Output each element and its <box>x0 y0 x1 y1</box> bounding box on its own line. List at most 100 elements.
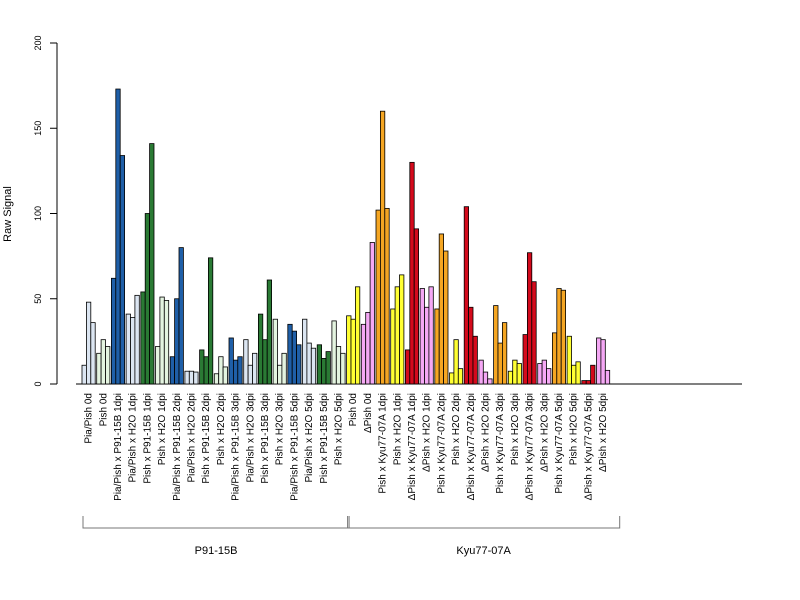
bar <box>134 294 140 385</box>
bar <box>501 322 508 385</box>
category-label: Pish x P91-15B 5dpi <box>319 393 330 484</box>
category-label: Pish x Kyu77-07A 1dpi <box>378 393 389 494</box>
group-label: P91-15B <box>195 545 238 557</box>
category-label: Pia/Pish x H2O 2dpi <box>187 393 198 483</box>
bar <box>443 250 449 385</box>
bar <box>335 346 342 385</box>
bar <box>453 339 459 385</box>
bar <box>354 286 361 385</box>
bar <box>413 228 420 385</box>
bar <box>228 337 234 385</box>
bar <box>243 339 249 385</box>
category-label: Pish x H2O 1dpi <box>157 393 168 465</box>
bar <box>218 356 224 385</box>
bar <box>262 339 268 385</box>
category-label: Pia/Pish x P91-15B 1dpi <box>113 393 124 501</box>
bar <box>232 359 239 385</box>
bar <box>516 363 522 385</box>
category-label: Pia/Pish x H2O 5dpi <box>304 393 315 483</box>
bar <box>369 242 375 385</box>
category-label: Pish x P91-15B 1dpi <box>142 393 153 484</box>
bar <box>507 370 514 385</box>
bar <box>174 298 180 385</box>
bar <box>604 369 611 385</box>
category-label: Pish x P91-15B 3dpi <box>260 393 271 484</box>
bar <box>193 371 199 385</box>
bar <box>272 318 278 385</box>
bar <box>434 308 440 385</box>
bars <box>81 88 611 385</box>
bar <box>590 364 596 385</box>
bar <box>140 291 146 385</box>
bar <box>585 380 592 385</box>
bar <box>575 361 581 385</box>
bar <box>560 289 567 385</box>
y-tick-label: 150 <box>33 121 43 136</box>
category-label: Pia/Pish x P91-15B 5dpi <box>289 393 300 501</box>
y-axis-title: Raw Signal <box>2 186 14 242</box>
bar <box>266 279 273 385</box>
bar <box>149 143 155 385</box>
bar <box>449 372 455 385</box>
bar <box>379 110 386 385</box>
category-label: Pia/Pish x P91-15B 2dpi <box>172 393 183 501</box>
bar <box>531 281 537 385</box>
bar <box>163 300 170 385</box>
bar <box>428 286 434 385</box>
category-label: Pish x H2O 2dpi <box>451 393 462 465</box>
category-label: ΔPish x H2O 1dpi <box>422 393 433 472</box>
bar <box>188 370 195 385</box>
bar <box>457 368 464 385</box>
category-label: Pish x Kyu77-07A 5dpi <box>554 393 565 494</box>
category-label: Pish x H2O 3dpi <box>510 393 521 465</box>
bar <box>287 323 293 385</box>
bar <box>566 335 572 385</box>
bar <box>119 155 125 385</box>
category-label: Pish x H2O 2dpi <box>216 393 227 465</box>
category-label: ΔPish 0d <box>363 393 374 433</box>
bar <box>321 358 327 385</box>
bar <box>306 342 312 385</box>
bar <box>257 313 264 385</box>
category-label: ΔPish x Kyu77-07A 2dpi <box>466 393 477 500</box>
bar <box>331 320 337 385</box>
bar <box>316 344 323 385</box>
bar <box>213 373 220 385</box>
bar <box>207 257 214 385</box>
bar <box>537 363 543 385</box>
bar <box>105 346 111 385</box>
bar <box>155 346 161 385</box>
bar <box>600 339 606 385</box>
bar <box>222 366 228 385</box>
bar <box>571 364 577 385</box>
group-brackets: P91-15B Kyu77-07A <box>82 516 621 557</box>
category-label: Pish 0d <box>98 393 109 426</box>
bar <box>350 318 356 385</box>
bar <box>115 88 121 385</box>
category-label: Pish x H2O 5dpi <box>334 393 345 465</box>
bar <box>90 322 96 385</box>
category-label: ΔPish x H2O 3dpi <box>539 393 550 472</box>
group-label: Kyu77-07A <box>456 545 511 557</box>
bar <box>478 359 484 385</box>
bar <box>365 311 371 385</box>
bar <box>302 318 308 385</box>
category-label: Pish 0d <box>348 393 359 426</box>
bar <box>390 308 396 385</box>
bar <box>463 206 470 385</box>
y-tick-label: 0 <box>33 381 43 386</box>
category-labels: Pia/Pish 0d Pish 0d Pia/Pish x P91-15B 1dp… <box>84 393 609 501</box>
bar <box>596 337 602 385</box>
bar <box>552 332 558 385</box>
category-label: Pia/Pish x P91-15B 3dpi <box>231 393 242 501</box>
y-tick-label: 200 <box>33 35 43 50</box>
category-label: Pish x H2O 1dpi <box>392 393 403 465</box>
bar <box>384 207 390 385</box>
bar <box>487 378 493 385</box>
bar <box>96 352 102 385</box>
bar <box>375 209 381 385</box>
bar <box>556 288 562 385</box>
bar <box>482 371 489 385</box>
bar <box>100 339 106 385</box>
